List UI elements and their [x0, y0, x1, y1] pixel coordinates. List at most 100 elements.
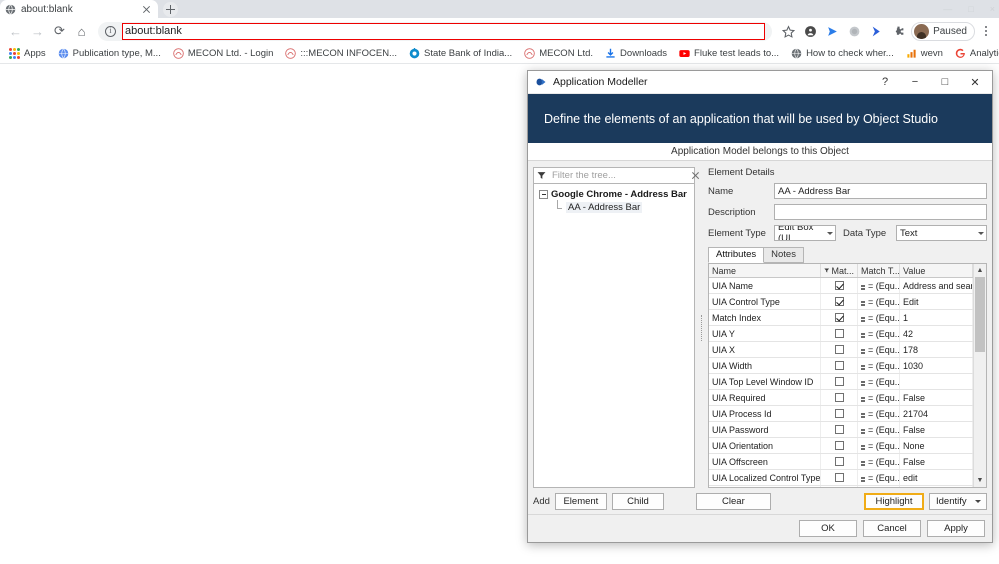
- attribute-match-type-cell[interactable]: = (Equ...: [858, 438, 900, 454]
- table-row[interactable]: UIA Top Level Window ID = (Equ...: [709, 374, 973, 391]
- address-bar[interactable]: about:blank: [98, 21, 773, 41]
- match-checkbox[interactable]: [834, 409, 844, 419]
- blue-extension-icon[interactable]: [867, 22, 886, 41]
- attribute-match-type-cell[interactable]: = (Equ...: [858, 406, 900, 422]
- tree-filter-input[interactable]: [550, 169, 686, 182]
- column-header-value[interactable]: Value: [900, 264, 973, 278]
- attribute-value-cell[interactable]: 178: [900, 342, 973, 358]
- bookmark-star-icon[interactable]: [779, 22, 798, 41]
- browser-close-button[interactable]: ×: [989, 4, 995, 14]
- attribute-match-type-cell[interactable]: = (Equ...: [858, 390, 900, 406]
- attribute-value-cell[interactable]: 42: [900, 326, 973, 342]
- attribute-value-cell[interactable]: [900, 486, 973, 487]
- tree-expander-icon[interactable]: [539, 190, 548, 199]
- table-row[interactable]: UIA Y = (Equ... 42: [709, 326, 973, 343]
- tree-node-root[interactable]: Google Chrome - Address Bar: [536, 188, 692, 201]
- bookmark-fluke-test-leads[interactable]: Fluke test leads to...: [674, 45, 784, 63]
- scroll-down-button[interactable]: ▼: [976, 477, 984, 484]
- table-row[interactable]: UIA Password = (Equ... False: [709, 422, 973, 439]
- attribute-match-type-cell[interactable]: = (Equ...: [858, 422, 900, 438]
- bookmark-wevn[interactable]: wevn: [901, 45, 948, 63]
- table-row[interactable]: UIA Name = (Equ...Address and search bar: [709, 278, 973, 295]
- attribute-value-cell[interactable]: edit: [900, 470, 973, 486]
- attribute-match-type-cell[interactable]: = (Equ...: [858, 294, 900, 310]
- scroll-up-button[interactable]: ▲: [976, 267, 984, 275]
- bookmark-apps[interactable]: Apps: [4, 45, 51, 63]
- tab-close-icon[interactable]: [140, 3, 153, 16]
- puzzle-extensions-icon[interactable]: [889, 22, 908, 41]
- forward-button[interactable]: →: [31, 23, 44, 39]
- attribute-value-cell[interactable]: False: [900, 422, 973, 438]
- address-bar-input[interactable]: about:blank: [122, 22, 766, 40]
- match-checkbox[interactable]: [834, 457, 844, 467]
- table-row[interactable]: UIA Process Id = (Equ... 21704: [709, 406, 973, 423]
- pane-splitter[interactable]: [699, 167, 704, 488]
- element-tree[interactable]: Google Chrome - Address Bar AA - Address…: [533, 184, 695, 488]
- browser-maximize-button[interactable]: □: [968, 4, 974, 14]
- attribute-match-type-cell[interactable]: = (Equ...: [858, 486, 900, 487]
- add-child-button[interactable]: Child: [611, 492, 664, 510]
- attribute-match-type-cell[interactable]: = (Equ...: [858, 470, 900, 486]
- bookmark-analytics-help[interactable]: Analytics Help: [950, 45, 999, 63]
- dialog-minimize-button[interactable]: −: [911, 76, 919, 88]
- scrollbar-track[interactable]: [974, 277, 986, 474]
- bookmark-downloads[interactable]: Downloads: [600, 45, 672, 63]
- table-row[interactable]: UIA Offscreen = (Equ... False: [709, 454, 973, 471]
- apply-button[interactable]: Apply: [927, 520, 985, 537]
- attribute-value-cell[interactable]: None: [900, 438, 973, 454]
- column-header-match[interactable]: Mat...: [821, 264, 858, 278]
- table-row[interactable]: UIA Localized Control Type = (Equ... edit: [709, 470, 973, 487]
- send-extension-icon[interactable]: [823, 22, 842, 41]
- bookmark-mecon-login[interactable]: MECON Ltd. - Login: [168, 45, 279, 63]
- match-checkbox[interactable]: [834, 377, 844, 387]
- attribute-value-cell[interactable]: 1: [900, 310, 973, 326]
- browser-minimize-button[interactable]: —: [943, 4, 953, 14]
- attribute-value-cell[interactable]: False: [900, 390, 973, 406]
- reload-button[interactable]: ⟳: [54, 23, 65, 38]
- attribute-value-cell[interactable]: 21704: [900, 406, 973, 422]
- description-field[interactable]: [774, 204, 987, 221]
- tree-filter-bar[interactable]: [533, 167, 695, 184]
- home-button[interactable]: ⌂: [77, 23, 86, 39]
- attribute-match-type-cell[interactable]: = (Equ...: [858, 454, 900, 470]
- add-element-button[interactable]: Element: [554, 492, 607, 510]
- tree-node-child[interactable]: AA - Address Bar: [536, 200, 692, 214]
- clear-button[interactable]: Clear: [695, 492, 771, 510]
- page-info-icon[interactable]: [105, 25, 116, 37]
- table-row[interactable]: UIA X = (Equ... 178: [709, 342, 973, 359]
- profile-chip[interactable]: Paused: [911, 21, 975, 41]
- match-checkbox[interactable]: [834, 425, 844, 435]
- bookmark-mecon-infocen[interactable]: :::MECON INFOCEN...: [280, 45, 402, 63]
- match-checkbox[interactable]: [834, 297, 844, 307]
- table-row[interactable]: UIA Width = (Equ... 1030: [709, 358, 973, 375]
- clear-x-icon[interactable]: [690, 170, 701, 181]
- match-checkbox[interactable]: [834, 281, 844, 291]
- dialog-title-bar[interactable]: Application Modeller ? − □ ✕: [528, 71, 992, 94]
- new-tab-button[interactable]: [163, 2, 178, 17]
- match-checkbox[interactable]: [834, 473, 844, 483]
- match-checkbox[interactable]: [834, 345, 844, 355]
- dialog-close-button[interactable]: ✕: [970, 76, 980, 89]
- match-checkbox[interactable]: [834, 361, 844, 371]
- scrollbar-thumb[interactable]: [975, 277, 985, 353]
- match-checkbox[interactable]: [834, 329, 844, 339]
- attribute-match-type-cell[interactable]: = (Equ...: [858, 278, 900, 294]
- identify-button[interactable]: Identify: [929, 492, 987, 510]
- browser-tab[interactable]: about:blank: [0, 0, 158, 18]
- back-button[interactable]: ←: [9, 23, 22, 39]
- attribute-match-type-cell[interactable]: = (Equ...: [858, 342, 900, 358]
- bookmark-how-to-check[interactable]: How to check wher...: [786, 45, 899, 63]
- cancel-button[interactable]: Cancel: [863, 520, 921, 537]
- data-type-select[interactable]: Text: [896, 225, 987, 242]
- table-row[interactable]: UIA Orientation = (Equ... None: [709, 438, 973, 455]
- bookmark-mecon-ltd[interactable]: MECON Ltd.: [519, 45, 598, 63]
- match-checkbox[interactable]: [834, 313, 844, 323]
- dialog-maximize-button[interactable]: □: [941, 76, 949, 88]
- grey-extension-icon[interactable]: [845, 22, 864, 41]
- attribute-match-type-cell[interactable]: = (Equ...: [858, 310, 900, 326]
- name-field[interactable]: AA - Address Bar: [774, 183, 987, 200]
- table-row[interactable]: UIA Labeled By = (Equ...: [709, 486, 973, 487]
- attribute-match-type-cell[interactable]: = (Equ...: [858, 358, 900, 374]
- bookmark-sbi[interactable]: State Bank of India...: [404, 45, 517, 63]
- attribute-match-type-cell[interactable]: = (Equ...: [858, 374, 900, 390]
